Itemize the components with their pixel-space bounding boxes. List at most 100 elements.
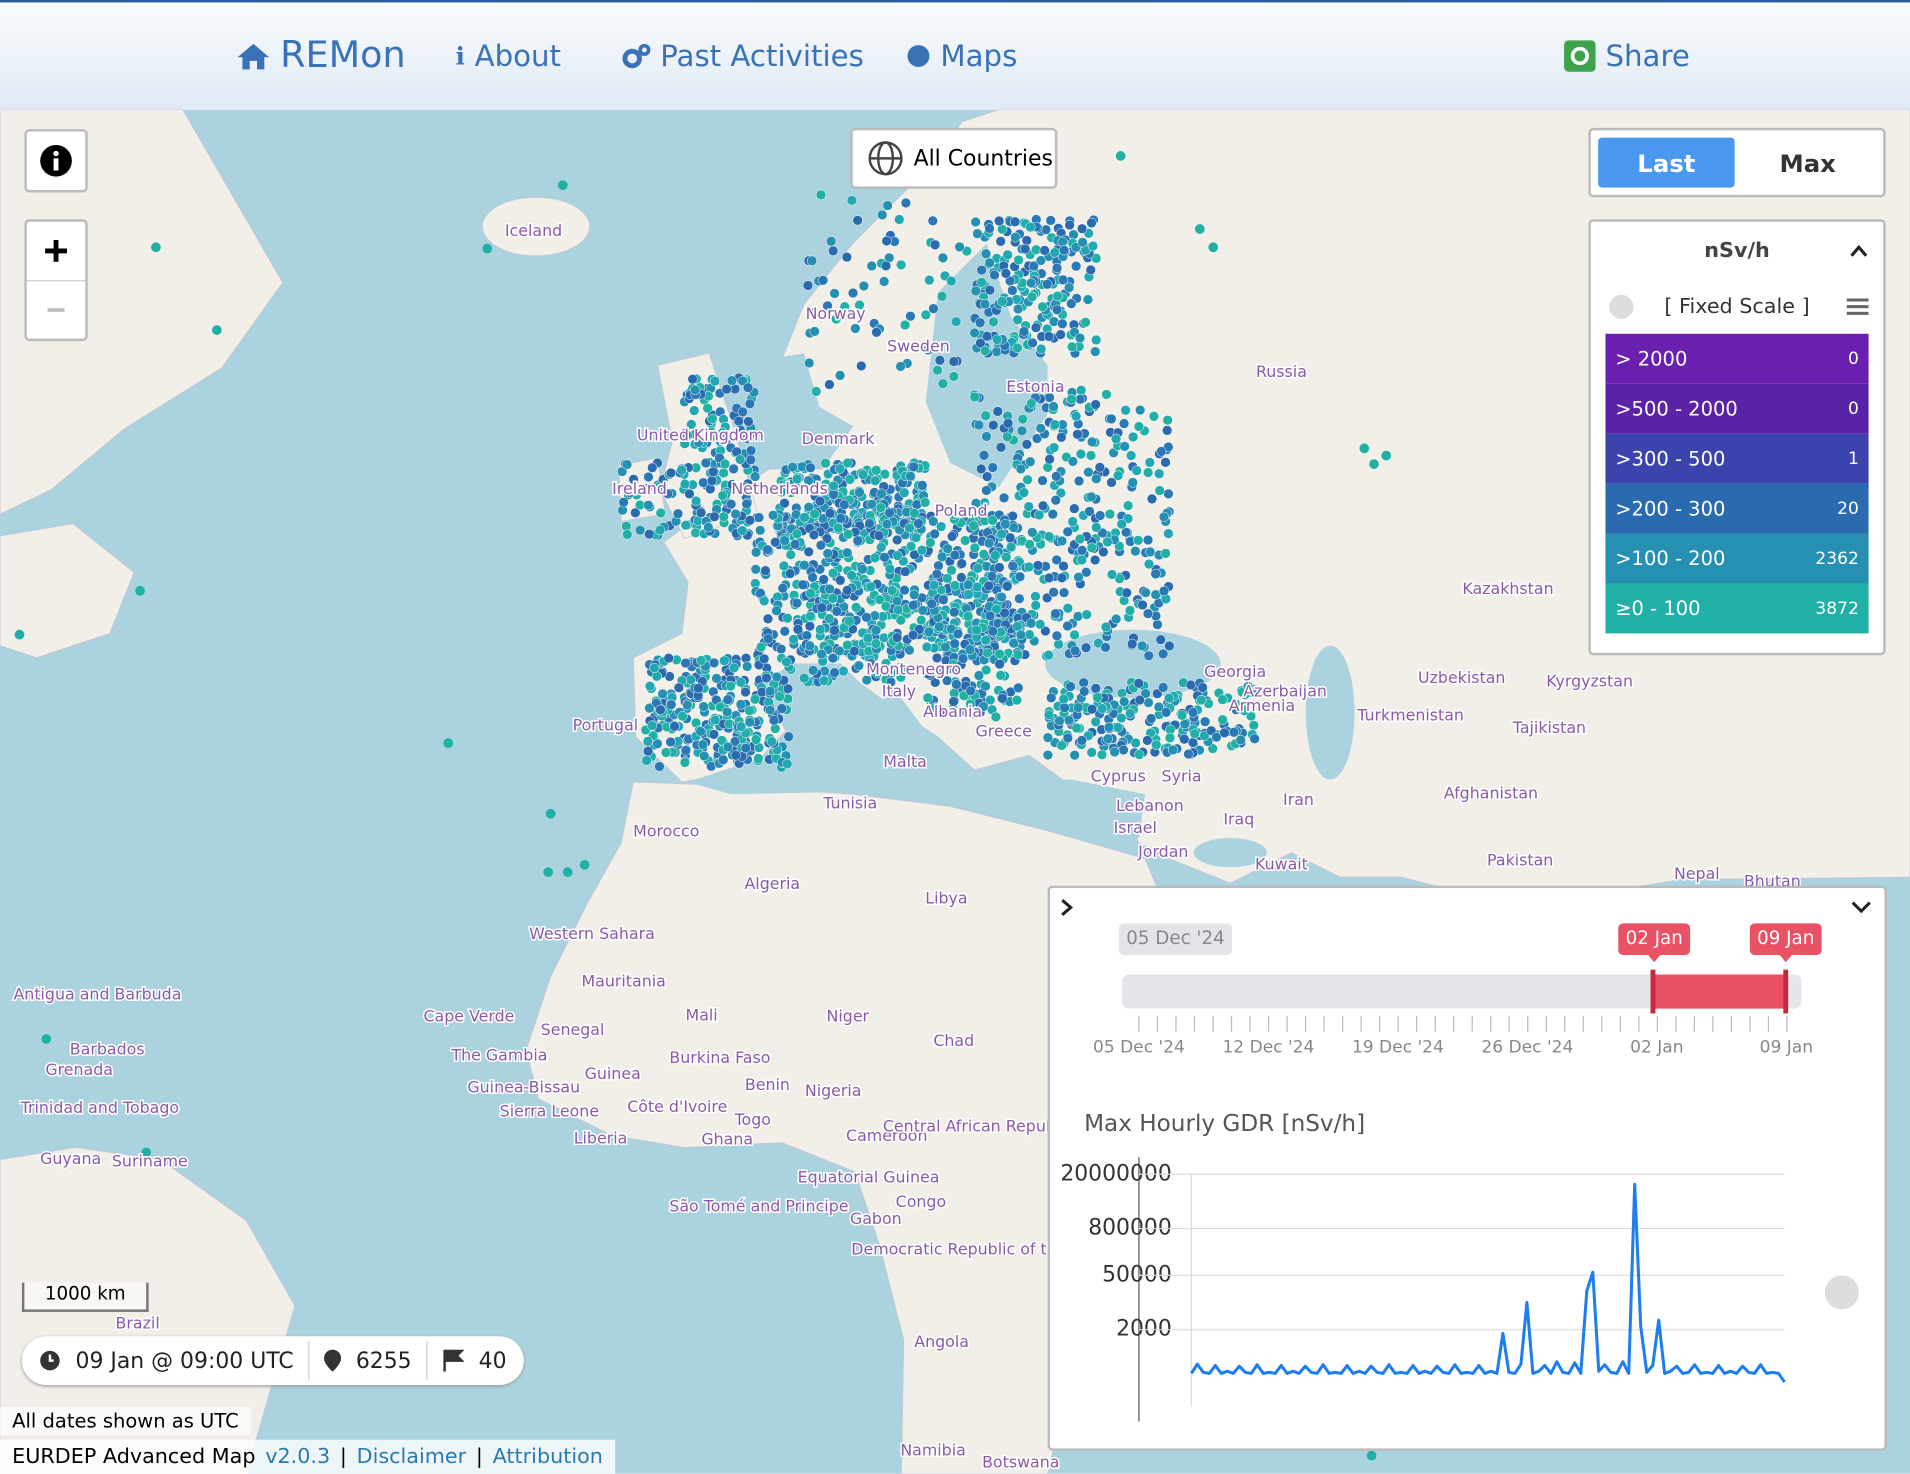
- station-dot: [1075, 448, 1087, 460]
- legend-row[interactable]: >100 - 200 2362: [1605, 533, 1869, 584]
- station-dot: [895, 361, 906, 372]
- station-dot: [1056, 432, 1067, 443]
- nav-about[interactable]: i About: [455, 38, 562, 74]
- station-dot: [644, 703, 655, 714]
- station-dot: [949, 550, 960, 561]
- info-button[interactable]: [24, 129, 88, 193]
- collapse-icon[interactable]: [1851, 901, 1871, 914]
- collapse-icon[interactable]: [1849, 244, 1868, 259]
- scale-mode[interactable]: [ Fixed Scale ]: [1605, 280, 1869, 334]
- station-dot: [1207, 743, 1218, 754]
- station-dot: [1050, 608, 1061, 619]
- station-dot: [994, 648, 1005, 660]
- country-label: Senegal: [541, 1020, 605, 1039]
- station-dot: [1066, 394, 1077, 405]
- station-dot: [1043, 331, 1055, 342]
- station-dot: [879, 552, 890, 563]
- station-dot: [617, 466, 628, 477]
- legend-row[interactable]: >200 - 300 20: [1605, 483, 1869, 534]
- country-selector[interactable]: All Countries: [850, 127, 1058, 189]
- toggle-last[interactable]: Last: [1598, 137, 1735, 188]
- station-dot: [1056, 535, 1068, 547]
- brand[interactable]: REMon: [236, 34, 406, 77]
- legend-row[interactable]: ≥0 - 100 3872: [1605, 583, 1869, 634]
- station-dot: [710, 714, 721, 726]
- nav-share[interactable]: Share: [1564, 39, 1690, 73]
- country-label: Botswana: [982, 1452, 1059, 1471]
- station-dot: [1013, 254, 1024, 266]
- station-dot: [877, 209, 888, 220]
- station-dot: [987, 462, 998, 473]
- attribution-link[interactable]: Attribution: [492, 1444, 603, 1470]
- station-dot: [1030, 244, 1042, 255]
- toggle-text: Max: [1779, 148, 1836, 178]
- legend-range: >100 - 200: [1615, 546, 1726, 571]
- zoom-in[interactable]: [26, 222, 86, 282]
- country-label: Western Sahara: [529, 924, 655, 943]
- legend-range: >500 - 2000: [1615, 397, 1738, 421]
- station-dot: [741, 498, 752, 510]
- country-label: Kyrgyzstan: [1546, 672, 1633, 691]
- station-dot: [745, 445, 757, 456]
- station-dot: [744, 515, 755, 526]
- station-dot: [981, 331, 993, 342]
- timeline-selection[interactable]: [1652, 974, 1786, 1009]
- station-dot: [954, 241, 965, 252]
- country-label: Gabon: [850, 1209, 902, 1228]
- station-dot: [960, 535, 971, 546]
- station-dot: [818, 574, 829, 585]
- station-dot: [951, 316, 962, 327]
- station-dot: [482, 243, 493, 254]
- station-dot: [907, 630, 919, 641]
- handle[interactable]: [1783, 969, 1789, 1014]
- station-dot: [709, 511, 720, 522]
- station-dot: [684, 488, 695, 499]
- station-dot: [579, 859, 590, 870]
- station-dot: [1030, 600, 1041, 611]
- timeline[interactable]: 05 Dec '24 02 Jan 09 Jan 05 Dec '24 12 Dec '…: [1093, 923, 1822, 1058]
- station-dot: [1072, 611, 1084, 622]
- value-toggle: Last Max: [1588, 127, 1886, 198]
- station-dot: [1167, 744, 1179, 756]
- country-label: Central African Republic: [883, 1116, 1074, 1135]
- station-dot: [942, 675, 953, 686]
- zoom-out[interactable]: [27, 281, 85, 339]
- station-dot: [990, 550, 1001, 561]
- legend-row[interactable]: > 2000 0: [1605, 333, 1869, 384]
- station-dot: [981, 431, 992, 442]
- station-dot: [735, 677, 747, 688]
- station-dot: [964, 644, 976, 655]
- station-dot: [1359, 443, 1370, 454]
- station-dot: [1086, 491, 1097, 502]
- legend: nSv/h [ Fixed Scale ] > 2000 0 >500 - 2000…: [1588, 219, 1886, 656]
- version-link[interactable]: v2.0.3: [265, 1444, 331, 1470]
- help-icon[interactable]: [1824, 1275, 1859, 1310]
- station-dot: [871, 465, 882, 476]
- expand-icon[interactable]: [1061, 899, 1074, 916]
- station-dot: [715, 436, 726, 447]
- station-dot: [822, 548, 833, 559]
- country-label: Ghana: [701, 1130, 753, 1149]
- station-dot: [766, 736, 777, 747]
- disclaimer-link[interactable]: Disclaimer: [356, 1444, 467, 1470]
- station-dot: [1037, 475, 1048, 486]
- nav-past[interactable]: Past Activities: [621, 39, 864, 73]
- toggle-max[interactable]: Max: [1739, 138, 1875, 188]
- handle[interactable]: [1650, 969, 1656, 1014]
- legend-row[interactable]: >300 - 500 1: [1605, 433, 1869, 484]
- nav-maps[interactable]: Maps: [906, 39, 1017, 73]
- station-dot: [1199, 716, 1211, 727]
- station-dot: [1002, 431, 1013, 442]
- station-dot: [1027, 337, 1038, 348]
- country-label: The Gambia: [450, 1046, 547, 1065]
- legend-row[interactable]: >500 - 2000 0: [1605, 383, 1869, 434]
- station-dot: [948, 509, 959, 520]
- station-dot: [937, 378, 949, 389]
- country-label: Antigua and Barbuda: [13, 985, 181, 1004]
- station-dot: [872, 668, 883, 679]
- station-dot: [857, 564, 868, 575]
- station-dot: [824, 379, 835, 390]
- station-dot: [763, 633, 774, 644]
- station-dot: [1156, 446, 1167, 457]
- station-dot: [715, 701, 726, 713]
